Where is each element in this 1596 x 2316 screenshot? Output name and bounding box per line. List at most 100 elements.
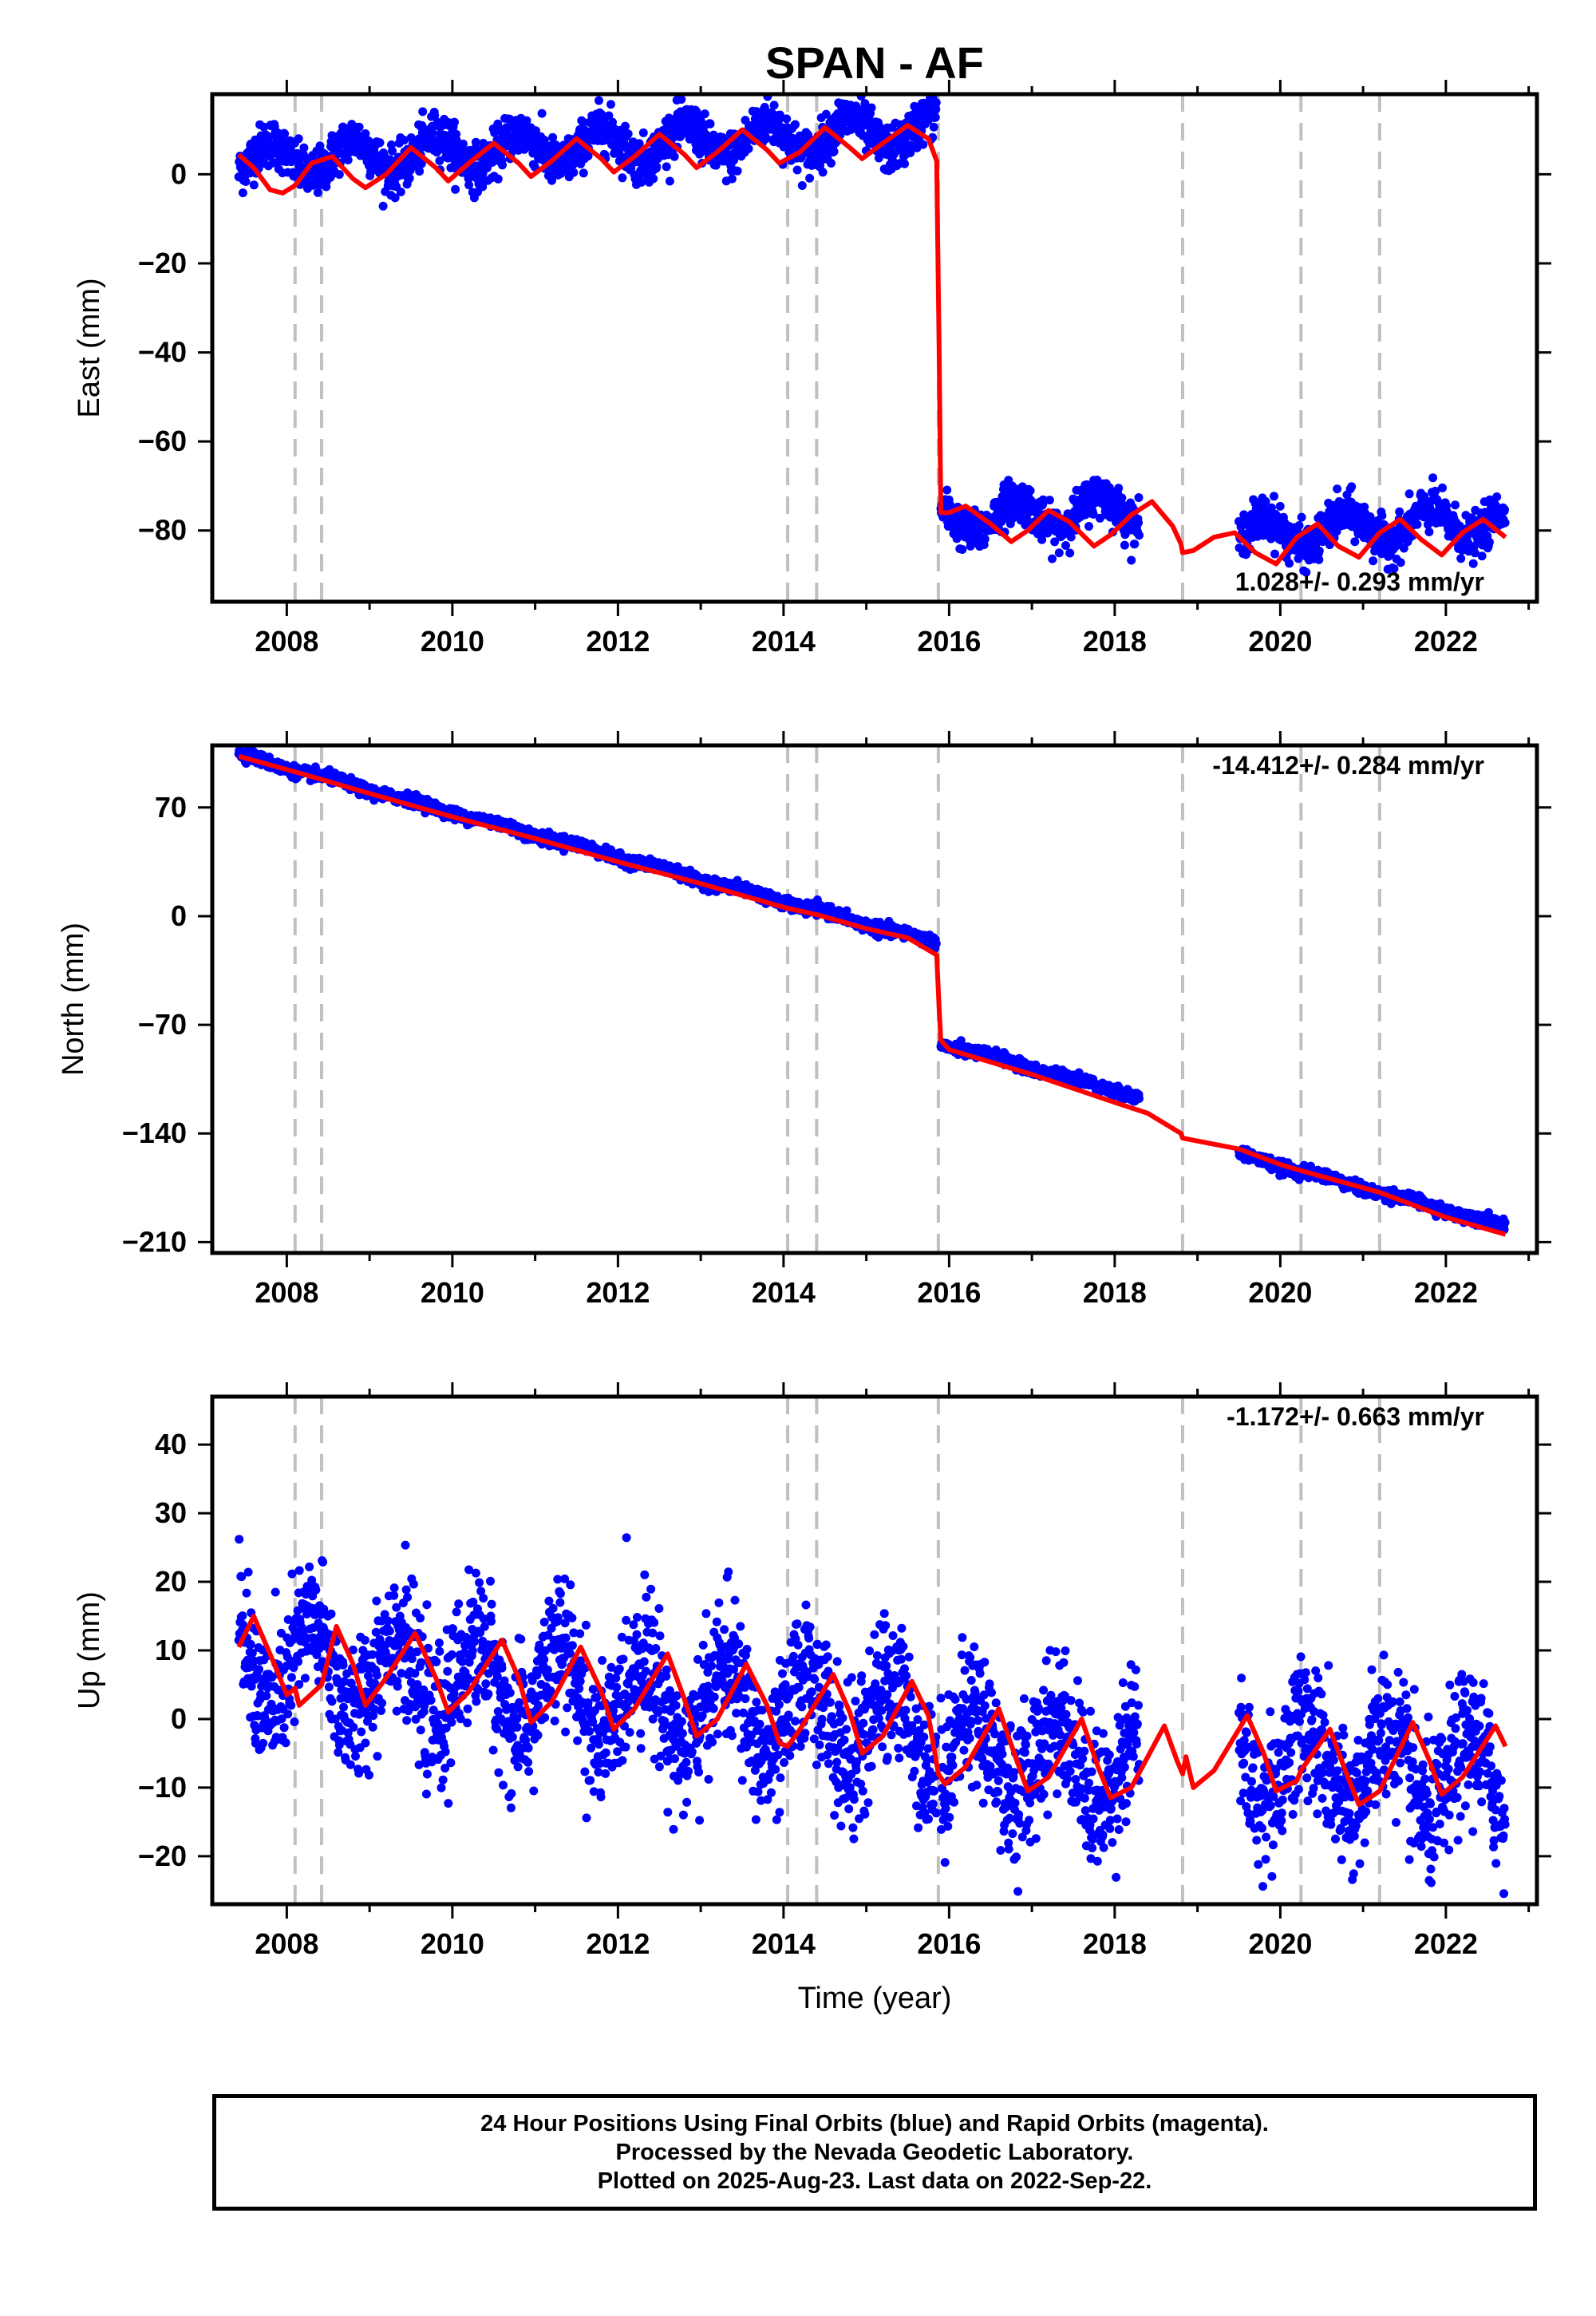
- data-point: [569, 168, 579, 177]
- data-point: [417, 159, 426, 168]
- data-point: [1095, 513, 1104, 523]
- data-point: [259, 122, 269, 132]
- data-point: [761, 134, 771, 144]
- data-point: [665, 176, 674, 186]
- data-point: [689, 114, 698, 124]
- data-point: [860, 119, 870, 128]
- x-tick-label: 2008: [255, 625, 318, 658]
- data-point: [1468, 559, 1478, 568]
- data-point: [1365, 512, 1375, 521]
- data-point: [498, 160, 507, 170]
- data-point: [733, 166, 742, 176]
- data-point: [1456, 554, 1466, 563]
- x-tick-label: 2016: [917, 625, 981, 658]
- data-point: [797, 181, 807, 190]
- data-point: [1431, 486, 1440, 496]
- data-point: [874, 932, 883, 942]
- data-point: [890, 149, 899, 159]
- data-point: [1088, 509, 1098, 519]
- data-point: [1285, 559, 1294, 568]
- data-point: [929, 122, 938, 132]
- data-point: [867, 103, 876, 113]
- data-point: [1438, 483, 1447, 492]
- data-point: [931, 105, 941, 114]
- data-points: [234, 84, 1510, 577]
- plot-frame: [210, 92, 1539, 604]
- data-point: [1369, 556, 1378, 566]
- data-point: [1275, 501, 1285, 511]
- data-point: [1302, 567, 1311, 577]
- data-point: [744, 144, 753, 153]
- data-point: [634, 139, 644, 148]
- data-point: [428, 128, 437, 137]
- data-point: [1333, 484, 1342, 494]
- velocity-label: 1.028+/- 0.293 mm/yr: [1235, 567, 1484, 596]
- panel-north: 2008 2010 2012 2014 2016 2018 2020 2022700−70−1…: [57, 731, 1551, 1309]
- data-point: [1412, 520, 1422, 529]
- data-point: [1134, 518, 1143, 528]
- data-point: [405, 173, 414, 183]
- data-point: [458, 139, 468, 148]
- data-point: [930, 113, 940, 122]
- data-point: [942, 485, 952, 495]
- data-point: [1347, 482, 1357, 492]
- data-point: [1135, 531, 1144, 540]
- y-tick-label: 0: [171, 157, 187, 190]
- data-point: [1048, 554, 1057, 563]
- data-point: [430, 111, 440, 121]
- data-points: [234, 745, 1510, 1235]
- data-point: [1492, 492, 1502, 501]
- data-point: [700, 109, 709, 119]
- data-point: [946, 501, 955, 511]
- data-point: [537, 109, 547, 118]
- data-point: [1084, 522, 1093, 531]
- data-point: [493, 174, 503, 184]
- data-point: [626, 164, 636, 172]
- data-point: [900, 159, 909, 168]
- data-point: [265, 132, 274, 141]
- data-point: [829, 147, 839, 156]
- y-axis-label: East (mm): [73, 278, 106, 417]
- data-point: [678, 84, 687, 93]
- panel-east: 2008 2010 2012 2014 2016 2018 2020 20220−20−40−…: [73, 80, 1551, 658]
- data-point: [791, 120, 800, 129]
- data-point: [618, 173, 627, 183]
- data-point: [792, 165, 802, 175]
- data-point: [1477, 551, 1487, 561]
- data-point: [1114, 484, 1124, 493]
- data-point: [805, 173, 815, 183]
- data-point: [760, 102, 769, 112]
- data-point: [390, 193, 400, 203]
- data-point: [1470, 548, 1479, 558]
- data-point: [547, 176, 556, 185]
- data-point: [531, 126, 540, 136]
- data-point: [958, 545, 967, 554]
- data-point: [1500, 518, 1510, 528]
- y-tick-label: −80: [138, 514, 187, 547]
- data-point: [343, 156, 353, 164]
- data-point: [418, 107, 428, 117]
- chart-title: SPAN - AF: [765, 38, 984, 88]
- data-point: [249, 180, 259, 190]
- data-point: [1428, 473, 1438, 483]
- data-point: [396, 188, 405, 196]
- data-point: [354, 122, 364, 132]
- data-point: [1424, 528, 1434, 536]
- data-point: [315, 141, 325, 151]
- data-point: [1399, 543, 1408, 553]
- data-point: [1266, 503, 1276, 512]
- data-point: [1404, 489, 1414, 499]
- data-point: [595, 96, 603, 105]
- data-point: [821, 109, 831, 119]
- x-tick-label: 2022: [1414, 625, 1478, 658]
- data-point: [583, 152, 593, 160]
- data-point: [375, 138, 385, 148]
- data-point: [400, 136, 409, 145]
- data-point: [1484, 537, 1494, 547]
- data-point: [1050, 537, 1060, 547]
- data-point: [638, 128, 648, 137]
- data-point: [1389, 564, 1399, 574]
- data-point: [299, 143, 309, 152]
- data-point: [1270, 492, 1278, 501]
- data-point: [241, 177, 251, 186]
